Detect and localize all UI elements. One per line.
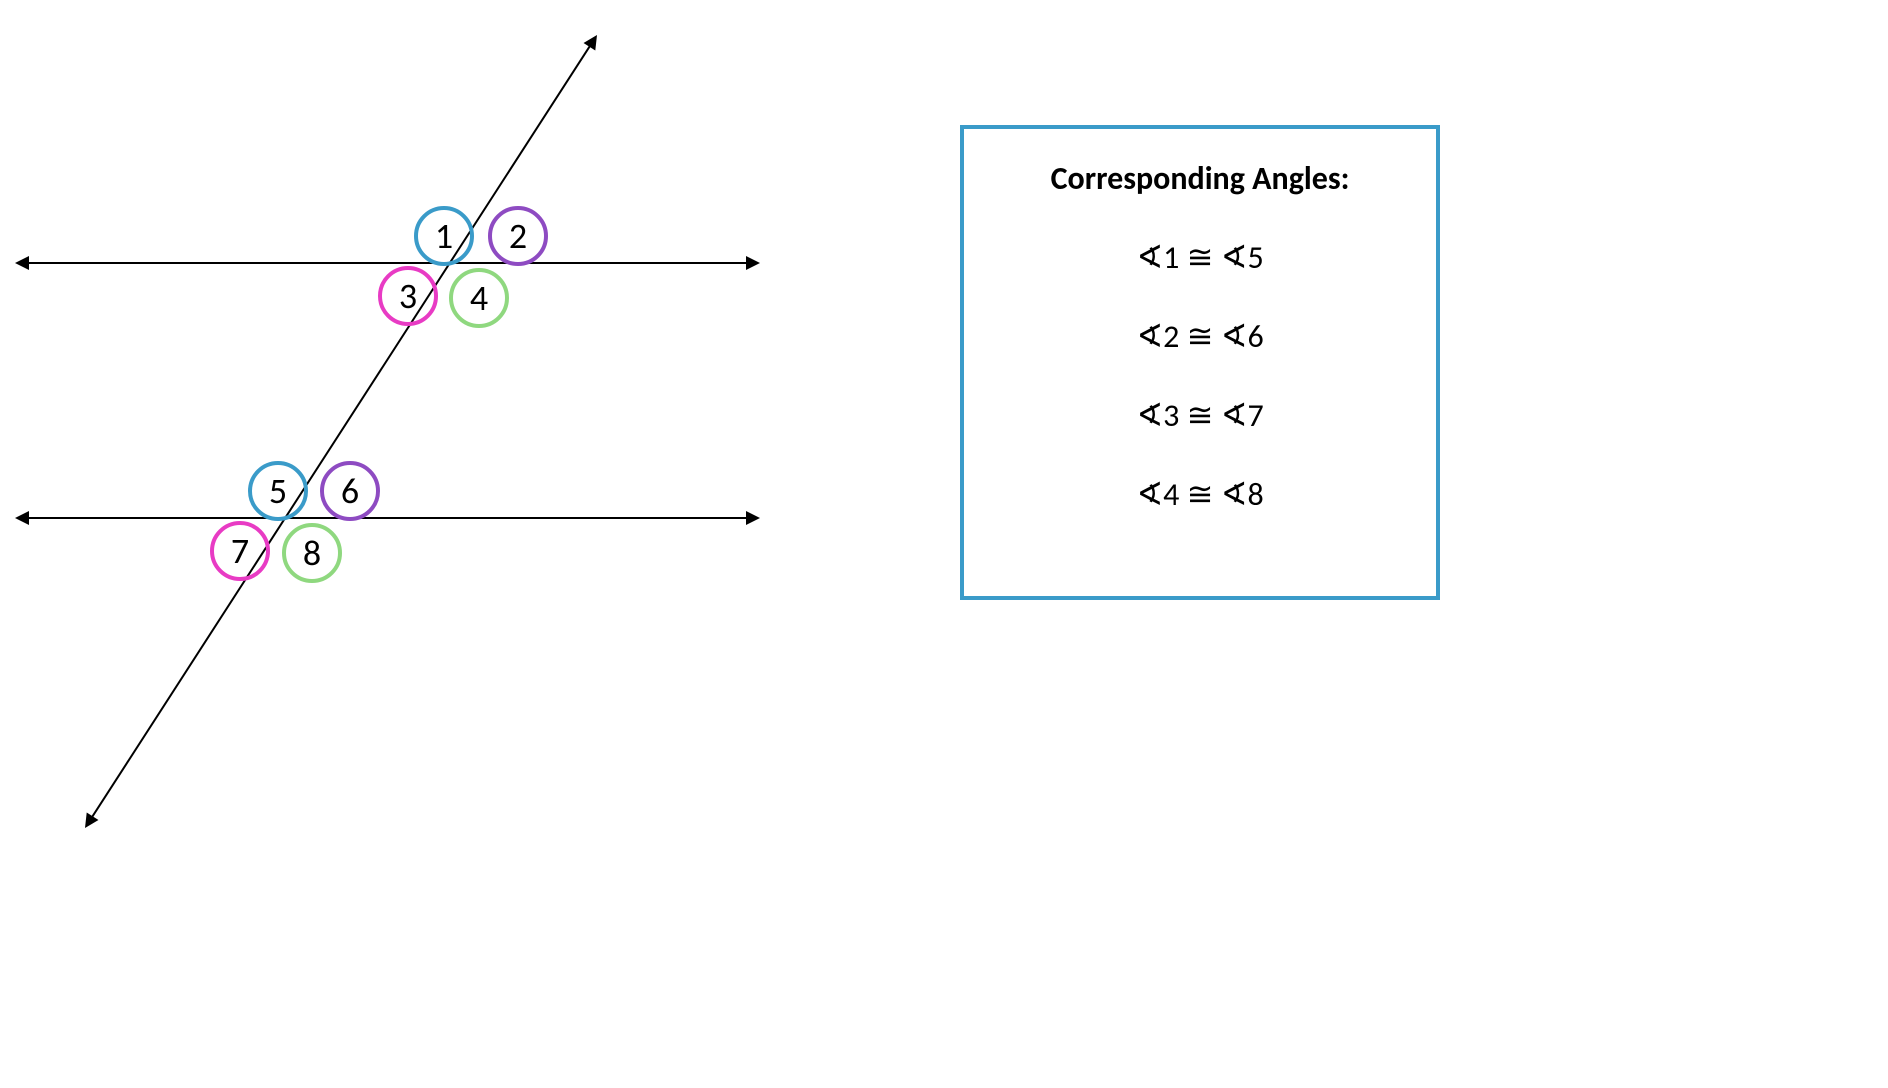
angle-marker-2: 2 (488, 206, 548, 266)
angle-label: 2 (509, 214, 527, 258)
congruence-row: ∢1 ≅ ∢5 (1024, 238, 1376, 277)
angle-marker-6: 6 (320, 461, 380, 521)
angle-marker-8: 8 (282, 523, 342, 583)
corresponding-angles-box: Corresponding Angles: ∢1 ≅ ∢5 ∢2 ≅ ∢6 ∢3 ≅… (960, 125, 1440, 600)
angle-marker-1: 1 (414, 206, 474, 266)
diagram-lines-svg (0, 0, 900, 900)
congruence-row: ∢3 ≅ ∢7 (1024, 396, 1376, 435)
info-box-rows: ∢1 ≅ ∢5 ∢2 ≅ ∢6 ∢3 ≅ ∢7 ∢4 ≅ ∢8 (1024, 238, 1376, 514)
congruence-row: ∢4 ≅ ∢8 (1024, 475, 1376, 514)
angle-label: 1 (435, 214, 453, 258)
angle-label: 7 (231, 529, 249, 573)
angle-marker-3: 3 (378, 266, 438, 326)
angle-label: 3 (399, 274, 417, 318)
angle-label: 8 (303, 531, 321, 575)
angle-marker-5: 5 (248, 461, 308, 521)
angle-marker-4: 4 (449, 268, 509, 328)
angle-label: 5 (269, 469, 287, 513)
angle-label: 6 (341, 469, 359, 513)
parallel-lines-diagram: 1 2 3 4 5 6 7 8 (0, 0, 900, 900)
congruence-row: ∢2 ≅ ∢6 (1024, 317, 1376, 356)
info-box-title: Corresponding Angles: (1024, 159, 1376, 198)
angle-label: 4 (470, 276, 488, 320)
angle-marker-7: 7 (210, 521, 270, 581)
